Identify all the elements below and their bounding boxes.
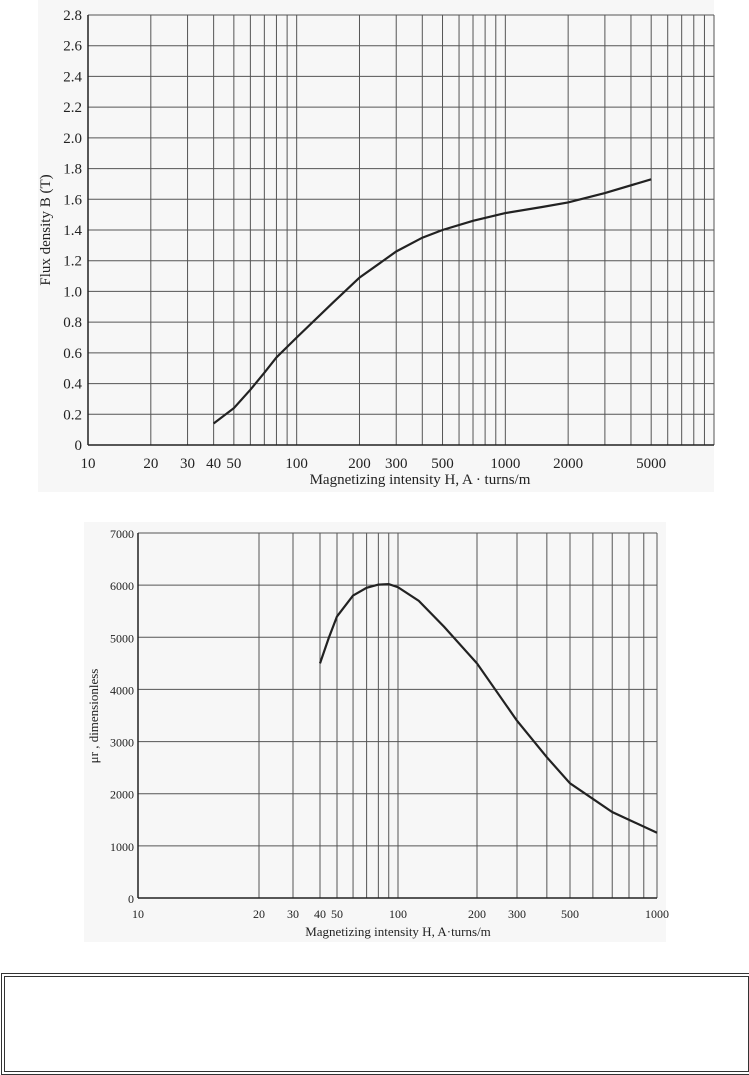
- y-tick-label: 1.4: [63, 223, 82, 239]
- y-tick-label: 0.6: [63, 346, 82, 362]
- flux-density-chart: 0 0.2 0.4 0.6 0.8 1.0 1.2 1.4 1.6 1.8 2.0 2.2 2.4 2.6…: [38, 0, 715, 492]
- permeability-chart: 0 1000 2000 3000 4000 5000 6000 7000 10 20 30 40 50 1…: [84, 522, 669, 942]
- x-tick-label: 30: [287, 907, 299, 921]
- x-tick-label: 20: [253, 907, 265, 921]
- x-tick-label: 20: [143, 456, 158, 472]
- y-tick-label: 5000: [110, 631, 134, 645]
- y-tick-label: 0: [128, 892, 134, 906]
- x-tick-label: 300: [508, 907, 526, 921]
- y-tick-label: 7000: [110, 527, 134, 541]
- y-tick-label: 2.2: [63, 100, 82, 116]
- y-tick-label: 0.8: [63, 315, 82, 331]
- y-tick-label: 4000: [110, 683, 134, 697]
- x-axis-label: Magnetizing intensity H, A·turns/m: [305, 924, 491, 939]
- x-tick-label: 2000: [553, 456, 583, 472]
- x-tick-label: 40: [206, 456, 221, 472]
- y-tick-label: 0.2: [63, 407, 82, 423]
- x-tick-label: 40: [314, 907, 326, 921]
- x-tick-label: 5000: [636, 456, 666, 472]
- x-tick-label: 100: [389, 907, 407, 921]
- y-tick-label: 1000: [110, 840, 134, 854]
- y-tick-label: 6000: [110, 579, 134, 593]
- y-tick-label: 1.6: [63, 192, 82, 208]
- chart-background: [84, 522, 666, 942]
- x-tick-label: 300: [385, 456, 408, 472]
- x-tick-label: 30: [180, 456, 195, 472]
- data-series-line: [318, 582, 658, 834]
- y-axis-label: Flux density B (T): [38, 174, 54, 285]
- x-axis-label: Magnetizing intensity H, A · turns/m: [310, 472, 531, 488]
- x-tick-label: 10: [132, 907, 144, 921]
- y-axis-label: μr , dimensionless: [86, 669, 101, 764]
- data-series-line: [212, 178, 652, 425]
- x-tick-label: 500: [431, 456, 454, 472]
- x-tick-label: 1000: [645, 907, 669, 921]
- y-tick-label: 0.4: [63, 377, 82, 393]
- x-tick-label: 1000: [490, 456, 520, 472]
- y-tick-label: 2.4: [63, 69, 82, 85]
- y-tick-label: 1.8: [63, 162, 82, 178]
- x-tick-label: 200: [468, 907, 486, 921]
- y-tick-label: 1.0: [63, 284, 82, 300]
- x-tick-label: 50: [331, 907, 343, 921]
- y-tick-label: 3000: [110, 736, 134, 750]
- empty-text-box: [1, 973, 749, 1075]
- x-tick-label: 50: [226, 456, 241, 472]
- y-tick-label: 2.6: [63, 39, 82, 55]
- y-tick-label: 2.8: [63, 8, 82, 24]
- x-tick-label: 100: [285, 456, 308, 472]
- y-tick-label: 2.0: [63, 131, 82, 147]
- y-tick-label: 1.2: [63, 254, 82, 270]
- x-tick-label: 500: [561, 907, 579, 921]
- y-tick-label: 2000: [110, 788, 134, 802]
- x-tick-label: 200: [348, 456, 371, 472]
- x-tick-label: 10: [81, 456, 96, 472]
- y-tick-label: 0: [75, 438, 83, 454]
